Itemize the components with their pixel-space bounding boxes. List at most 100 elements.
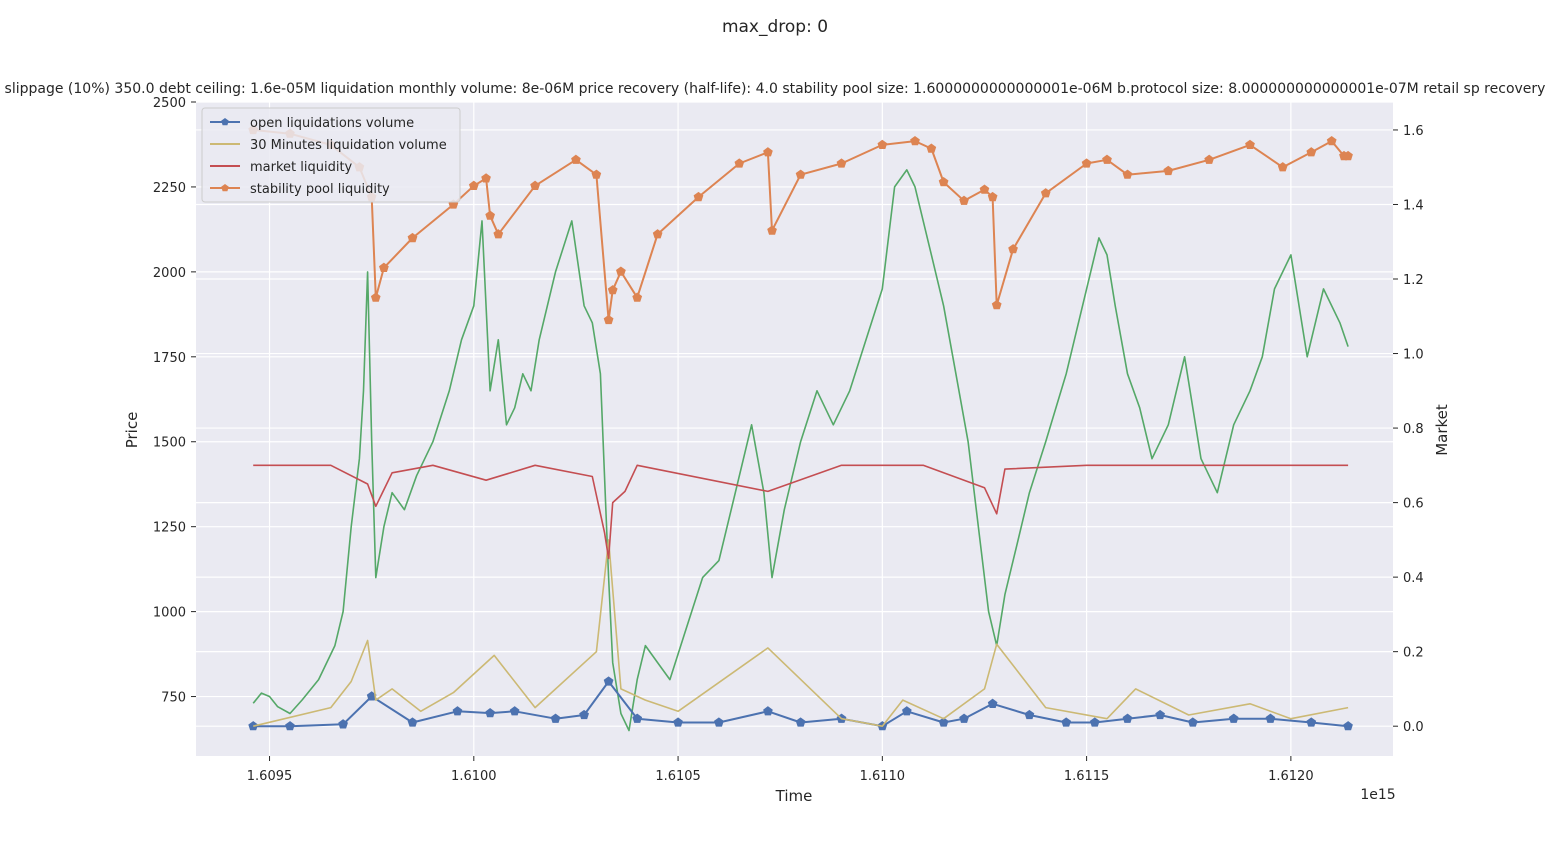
marker-open-liquidations-volume-23 [1061, 717, 1072, 727]
marker-open-liquidations-volume-11 [632, 713, 643, 723]
marker-stability-pool-liquidity-11 [485, 210, 495, 220]
y-right-tick-label-5: 1.0 [1403, 348, 1424, 363]
marker-open-liquidations-volume-6 [485, 707, 495, 718]
marker-stability-pool-liquidity-39 [1122, 169, 1133, 179]
legend-label-market-liquidity: market liquidity [250, 160, 353, 175]
marker-stability-pool-liquidity-25 [795, 169, 806, 179]
marker-open-liquidations-volume-19 [938, 717, 949, 727]
x-tick-label-4: 1.6115 [1064, 769, 1110, 784]
legend-label-open-liquidations-volume: open liquidations volume [250, 116, 414, 131]
y-axis-label-left: Price [123, 412, 141, 449]
marker-stability-pool-liquidity-22 [734, 158, 745, 168]
marker-open-liquidations-volume-7 [509, 706, 520, 716]
marker-stability-pool-liquidity-26 [836, 158, 847, 168]
y-left-tick-label-3: 1500 [153, 436, 186, 451]
marker-stability-pool-liquidity-14 [571, 154, 581, 164]
marker-open-liquidations-volume-30 [1306, 717, 1317, 727]
axes-background [196, 102, 1393, 756]
marker-open-liquidations-volume-28 [1228, 713, 1239, 723]
marker-stability-pool-liquidity-16 [603, 314, 614, 325]
marker-stability-pool-liquidity-15 [591, 169, 602, 179]
marker-stability-pool-liquidity-44 [1306, 147, 1317, 157]
marker-stability-pool-liquidity-29 [926, 143, 937, 153]
y-left-tick-label-7: 2500 [153, 96, 186, 111]
y-right-tick-label-4: 0.8 [1403, 422, 1424, 437]
marker-stability-pool-liquidity-43 [1277, 162, 1288, 172]
marker-open-liquidations-volume-8 [550, 713, 561, 723]
marker-stability-pool-liquidity-13 [530, 180, 540, 190]
y-right-tick-label-7: 1.4 [1403, 198, 1424, 213]
marker-stability-pool-liquidity-24 [767, 225, 777, 235]
marker-open-liquidations-volume-1 [285, 721, 295, 731]
marker-stability-pool-liquidity-21 [693, 191, 704, 202]
series-line-stability-pool-liquidity [253, 128, 1349, 321]
marker-open-liquidations-volume-26 [1155, 709, 1165, 720]
marker-stability-pool-liquidity-28 [910, 135, 920, 146]
y-left-tick-label-1: 1000 [153, 606, 186, 621]
marker-stability-pool-liquidity-18 [616, 266, 626, 276]
marker-stability-pool-liquidity-19 [632, 292, 643, 302]
ticks: 1.6095 1.6100 1.6105 1.6110 1.6115 1.6120 750 1… [153, 96, 1424, 784]
marker-open-liquidations-volume-12 [673, 717, 683, 727]
y-left-tick-label-6: 2250 [153, 181, 186, 196]
y-right-tick-label-0: 0.0 [1403, 720, 1424, 735]
marker-stability-pool-liquidity-17 [607, 285, 618, 295]
y-left-tick-label-2: 1250 [153, 521, 186, 536]
marker-open-liquidations-volume-18 [902, 706, 912, 716]
marker-open-liquidations-volume-24 [1089, 717, 1100, 727]
marker-open-liquidations-volume-4 [407, 717, 418, 727]
marker-stability-pool-liquidity-32 [979, 184, 990, 194]
marker-stability-pool-liquidity-40 [1163, 165, 1174, 176]
y-right-tick-label-1: 0.2 [1403, 646, 1424, 661]
marker-open-liquidations-volume-9 [579, 709, 589, 720]
x-offset-label: 1e15 [1360, 787, 1395, 803]
x-tick-label-5: 1.6120 [1268, 769, 1314, 784]
marker-stability-pool-liquidity-35 [1008, 244, 1018, 254]
legend-box [201, 107, 461, 203]
x-tick-label-3: 1.6110 [860, 769, 906, 784]
y-right-tick-label-2: 0.4 [1403, 571, 1424, 586]
marker-stability-pool-liquidity-9 [468, 180, 479, 190]
x-tick-label-1: 1.6100 [451, 769, 497, 784]
marker-stability-pool-liquidity-6 [379, 262, 389, 272]
y-right-tick-label-3: 0.6 [1403, 497, 1424, 512]
marker-open-liquidations-volume-29 [1265, 713, 1276, 723]
series-line-market-liquidity [253, 464, 1349, 560]
series-30-minutes-liquidation-volume [253, 539, 1349, 728]
x-tick-label-0: 1.6095 [247, 769, 293, 784]
suptitle: max_drop: 0 [722, 17, 828, 37]
x-axis-label: Time [775, 787, 813, 805]
marker-stability-pool-liquidity-23 [763, 147, 773, 157]
y-left-tick-label-4: 1750 [153, 351, 186, 366]
legend-marker-stability-pool-liquidity [221, 184, 229, 192]
marker-open-liquidations-volume-2 [338, 719, 348, 729]
series-price [252, 169, 1349, 732]
marker-open-liquidations-volume-31 [1343, 721, 1353, 731]
marker-open-liquidations-volume-15 [795, 717, 806, 727]
marker-stability-pool-liquidity-37 [1081, 158, 1092, 168]
grid [196, 101, 1393, 756]
y-right-tick-label-8: 1.6 [1403, 124, 1424, 139]
marker-open-liquidations-volume-21 [987, 698, 998, 708]
marker-stability-pool-liquidity-45 [1326, 135, 1337, 146]
marker-stability-pool-liquidity-7 [407, 232, 418, 243]
marker-stability-pool-liquidity-12 [493, 229, 504, 239]
marker-stability-pool-liquidity-34 [991, 299, 1002, 310]
legend-label-stability-pool-liquidity: stability pool liquidity [250, 182, 390, 197]
marker-open-liquidations-volume-5 [452, 706, 463, 716]
marker-open-liquidations-volume-10 [603, 676, 614, 686]
series-line-open-liquidations-volume [253, 680, 1349, 728]
y-left-tick-label-0: 750 [161, 691, 186, 706]
marker-stability-pool-liquidity-38 [1102, 154, 1112, 164]
marker-open-liquidations-volume-14 [763, 706, 773, 716]
marker-stability-pool-liquidity-33 [987, 191, 998, 202]
marker-stability-pool-liquidity-30 [938, 176, 949, 187]
marker-stability-pool-liquidity-5 [370, 292, 381, 302]
series-market-liquidity [253, 464, 1349, 560]
legend: open liquidations volume 30 Minutes liqui… [201, 107, 461, 203]
marker-stability-pool-liquidity-36 [1040, 188, 1051, 198]
legend-label-30-minutes-liquidation-volume: 30 Minutes liquidation volume [250, 138, 447, 153]
marker-stability-pool-liquidity-42 [1245, 139, 1255, 149]
marker-stability-pool-liquidity-20 [652, 229, 663, 239]
marker-stability-pool-liquidity-47 [1343, 150, 1353, 161]
